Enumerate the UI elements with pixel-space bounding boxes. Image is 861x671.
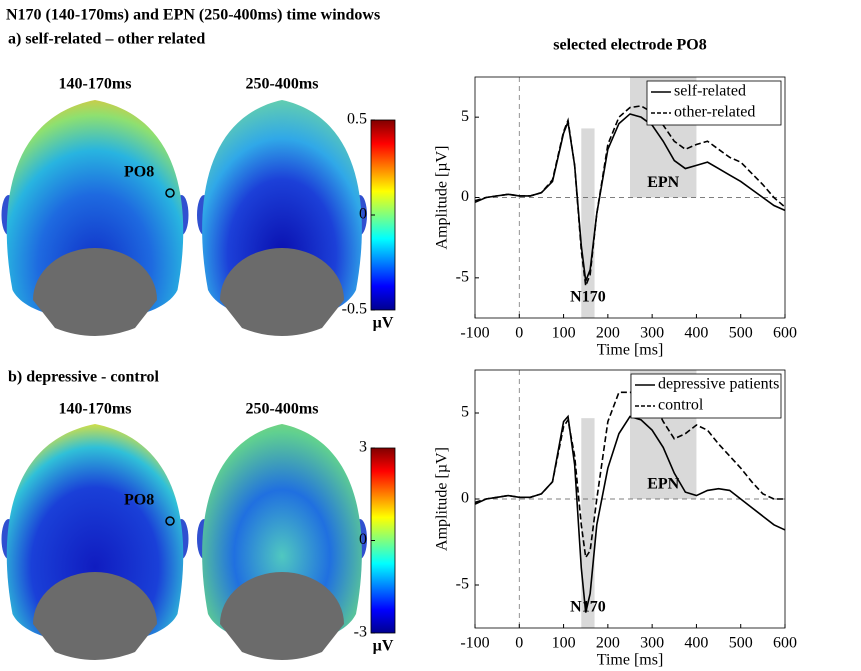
y-tick-label: -5: [456, 269, 469, 286]
legend-label: other-related: [674, 104, 755, 121]
colorbar-tick-label: 0: [359, 531, 367, 548]
x-tick-label: 0: [515, 325, 523, 342]
y-axis-label: Amplitude [µV]: [434, 146, 451, 250]
figure-title: N170 (140-170ms) and EPN (250-400ms) tim…: [6, 7, 380, 24]
panel-label: a) self-related – other related: [8, 31, 205, 48]
neck: [220, 248, 344, 336]
x-tick-label: 0: [515, 635, 523, 652]
x-tick-label: 200: [596, 635, 620, 652]
panel-label: b) depressive - control: [8, 369, 160, 386]
time-window-label: EPN: [647, 476, 679, 493]
x-tick-label: -100: [460, 325, 489, 342]
x-tick-label: 400: [684, 325, 708, 342]
colorbar-unit: µV: [373, 315, 394, 332]
y-tick-label: -5: [456, 576, 469, 593]
series-line: [474, 391, 785, 560]
time-window-label: 140-170ms: [59, 76, 132, 93]
y-tick-label: 0: [461, 188, 469, 205]
x-tick-label: -100: [460, 635, 489, 652]
y-tick-label: 0: [461, 490, 469, 507]
x-tick-label: 500: [729, 325, 753, 342]
colorbar-tick-label: 3: [359, 439, 367, 456]
x-tick-label: 600: [773, 325, 797, 342]
colorbar-tick-label: 0.5: [347, 111, 367, 128]
time-window: [581, 418, 595, 628]
electrode-marker: [165, 516, 175, 526]
series-line: [474, 105, 786, 287]
x-axis-label: Time [ms]: [597, 342, 664, 359]
neck: [33, 248, 157, 336]
y-tick-label: 5: [461, 404, 469, 421]
colorbar-tick-label: -3: [354, 624, 367, 641]
x-tick-label: 100: [552, 325, 576, 342]
legend-label: depressive patients: [658, 376, 779, 393]
time-window-label: 140-170ms: [59, 401, 132, 418]
y-tick-label: 5: [461, 108, 469, 125]
x-tick-label: 100: [552, 635, 576, 652]
colorbar-tick-label: 0: [359, 206, 367, 223]
time-window-label: 250-400ms: [246, 76, 319, 93]
colorbar-unit: µV: [373, 638, 394, 655]
legend: [630, 373, 782, 419]
time-window-label: 250-400ms: [246, 401, 319, 418]
x-tick-label: 300: [640, 635, 664, 652]
neck: [33, 572, 157, 660]
legend-label: control: [658, 397, 704, 414]
x-tick-label: 600: [773, 635, 797, 652]
colorbar-tick-label: -0.5: [342, 301, 367, 318]
electrode-label: PO8: [124, 492, 154, 509]
y-axis-label: Amplitude [µV]: [434, 447, 451, 551]
chart-title: selected electrode PO8: [553, 37, 706, 54]
x-tick-label: 300: [640, 325, 664, 342]
legend-label: self-related: [674, 83, 746, 100]
x-tick-label: 500: [729, 635, 753, 652]
electrode-marker: [165, 188, 175, 198]
electrode-label: PO8: [124, 164, 154, 181]
neck: [220, 572, 344, 660]
x-tick-label: 200: [596, 325, 620, 342]
x-axis-label: Time [ms]: [597, 652, 664, 669]
time-window-label: N170: [570, 599, 606, 616]
time-window-label: N170: [570, 289, 606, 306]
x-tick-label: 400: [684, 635, 708, 652]
time-window-label: EPN: [647, 174, 679, 191]
legend: [646, 80, 782, 126]
